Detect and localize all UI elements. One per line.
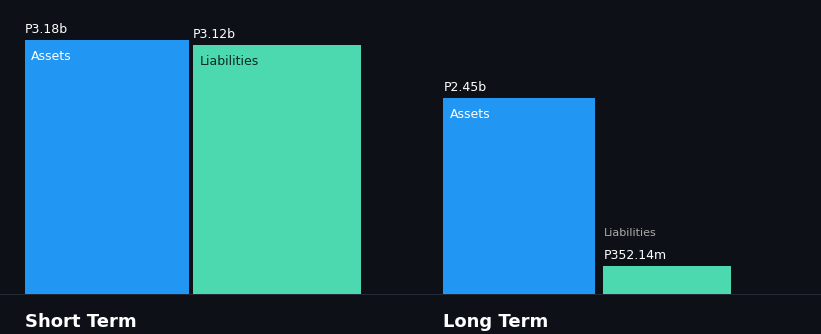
Text: P3.18b: P3.18b	[25, 23, 68, 36]
Text: P352.14m: P352.14m	[603, 249, 667, 262]
Text: P2.45b: P2.45b	[443, 81, 487, 94]
Bar	[443, 98, 595, 294]
Text: P3.12b: P3.12b	[193, 28, 236, 41]
Bar	[25, 40, 189, 294]
Text: Assets: Assets	[31, 50, 71, 63]
Text: Long Term: Long Term	[443, 313, 548, 331]
Text: Liabilities: Liabilities	[603, 228, 656, 238]
Text: Assets: Assets	[450, 108, 490, 121]
Text: Liabilities: Liabilities	[200, 55, 259, 68]
Bar	[603, 266, 731, 294]
Bar	[193, 45, 361, 294]
Text: Short Term: Short Term	[25, 313, 136, 331]
